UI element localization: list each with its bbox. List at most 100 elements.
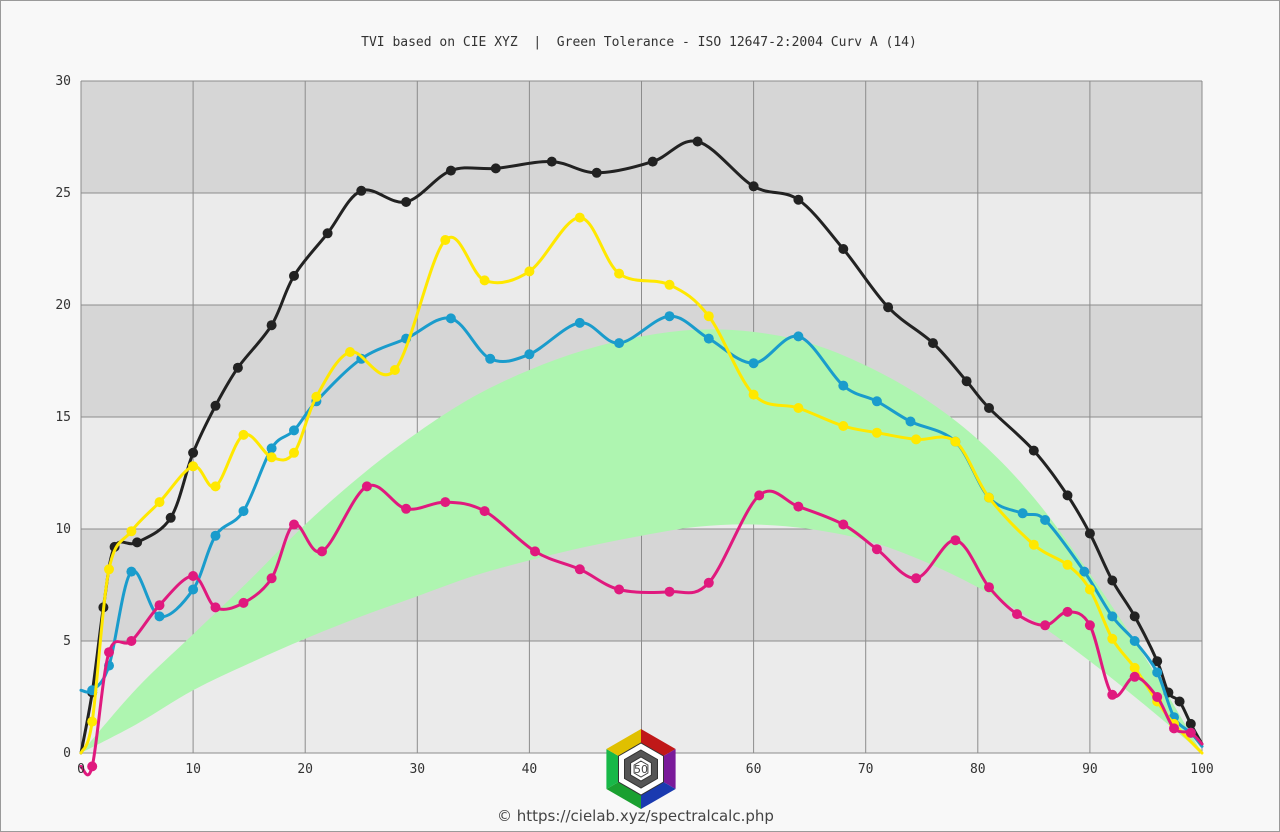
data-point: [210, 602, 221, 613]
logo-segment: [641, 782, 676, 809]
data-point: [524, 349, 535, 360]
series-2: [79, 212, 1204, 755]
data-point: [1129, 611, 1140, 622]
data-point: [1152, 692, 1163, 702]
data-point: [490, 163, 501, 174]
data-point: [154, 497, 165, 508]
y-tick-label: 25: [55, 186, 71, 201]
data-point: [1169, 723, 1179, 734]
data-point: [238, 597, 249, 608]
data-point: [748, 389, 759, 400]
data-point: [614, 338, 625, 349]
y-tick-label: 10: [55, 522, 71, 537]
data-point: [1062, 490, 1073, 501]
data-point: [871, 396, 882, 407]
data-point: [479, 275, 490, 286]
logo-segment: [606, 749, 619, 789]
data-point: [126, 526, 137, 537]
data-point: [703, 311, 714, 322]
data-point: [126, 636, 137, 646]
data-point: [1107, 689, 1118, 700]
data-point: [703, 333, 714, 344]
x-tick-label: 90: [1082, 762, 1098, 777]
credit-link[interactable]: © https://cielab.xyz/spectralcalc.php: [497, 807, 774, 825]
data-point: [266, 320, 277, 331]
data-point: [266, 443, 277, 454]
data-point: [692, 136, 703, 147]
series-3: [79, 481, 1204, 777]
data-point: [905, 416, 916, 427]
data-point: [524, 266, 535, 277]
data-point: [838, 244, 849, 254]
data-point: [289, 270, 299, 281]
data-point: [266, 452, 277, 463]
data-point: [793, 331, 804, 342]
data-point: [703, 577, 714, 588]
data-point: [984, 403, 994, 413]
data-point: [614, 584, 625, 595]
data-point: [1017, 508, 1028, 519]
series-group: [79, 136, 1204, 777]
data-point: [883, 302, 894, 313]
data-point: [188, 571, 199, 581]
data-point: [928, 338, 938, 349]
data-point: [238, 506, 249, 517]
data-point: [1152, 656, 1163, 667]
x-tick-label: 70: [858, 762, 874, 777]
data-point: [911, 573, 922, 584]
y-tick-label: 5: [63, 634, 71, 649]
y-tick-label: 30: [55, 74, 71, 89]
logo-center: [633, 760, 649, 778]
data-point: [1185, 727, 1196, 738]
logo-segment: [606, 782, 641, 809]
logo-segment: [663, 749, 676, 789]
data-point: [591, 167, 602, 178]
data-point: [1129, 671, 1140, 682]
data-point: [530, 546, 540, 557]
tolerance-band: [81, 329, 1202, 753]
data-point: [289, 519, 299, 530]
y-tick-label: 20: [55, 298, 71, 313]
y-tick-label: 0: [63, 746, 71, 761]
data-point: [950, 535, 961, 546]
data-point: [210, 481, 221, 492]
data-point: [950, 436, 961, 447]
data-point: [546, 156, 557, 167]
data-point: [574, 212, 585, 223]
axis-tick-labels: 0 10 20 30 40 50 60 70 80 90 100 0 5 10 15 20 25 30: [55, 74, 1213, 777]
data-point: [911, 434, 922, 445]
data-point: [238, 429, 249, 440]
data-point: [126, 566, 137, 577]
chart-title: TVI based on CIE XYZ | Green Tolerance -…: [361, 35, 917, 50]
x-tick-label: 60: [746, 762, 762, 777]
data-point: [266, 573, 277, 584]
data-point: [401, 197, 412, 207]
data-point: [188, 461, 199, 472]
data-point: [1107, 633, 1118, 644]
logo-segment: [641, 729, 676, 756]
data-point: [1062, 559, 1073, 570]
data-point: [361, 481, 372, 492]
data-point: [793, 501, 804, 512]
data-point: [793, 403, 804, 413]
data-point: [984, 492, 994, 503]
data-point: [322, 228, 333, 239]
data-point: [664, 311, 675, 322]
data-point: [838, 421, 849, 431]
data-point: [1129, 662, 1140, 673]
data-point: [345, 347, 355, 357]
data-point: [754, 490, 765, 501]
data-point: [389, 365, 400, 375]
x-tick-label: 80: [970, 762, 986, 777]
data-point: [87, 716, 98, 727]
data-point: [647, 156, 658, 167]
data-point: [1084, 620, 1095, 631]
data-point: [664, 279, 675, 290]
data-point: [1107, 611, 1118, 622]
data-point: [838, 519, 849, 530]
x-tick-label: 100: [1190, 762, 1213, 777]
data-point: [838, 380, 849, 391]
data-point: [1152, 667, 1163, 678]
